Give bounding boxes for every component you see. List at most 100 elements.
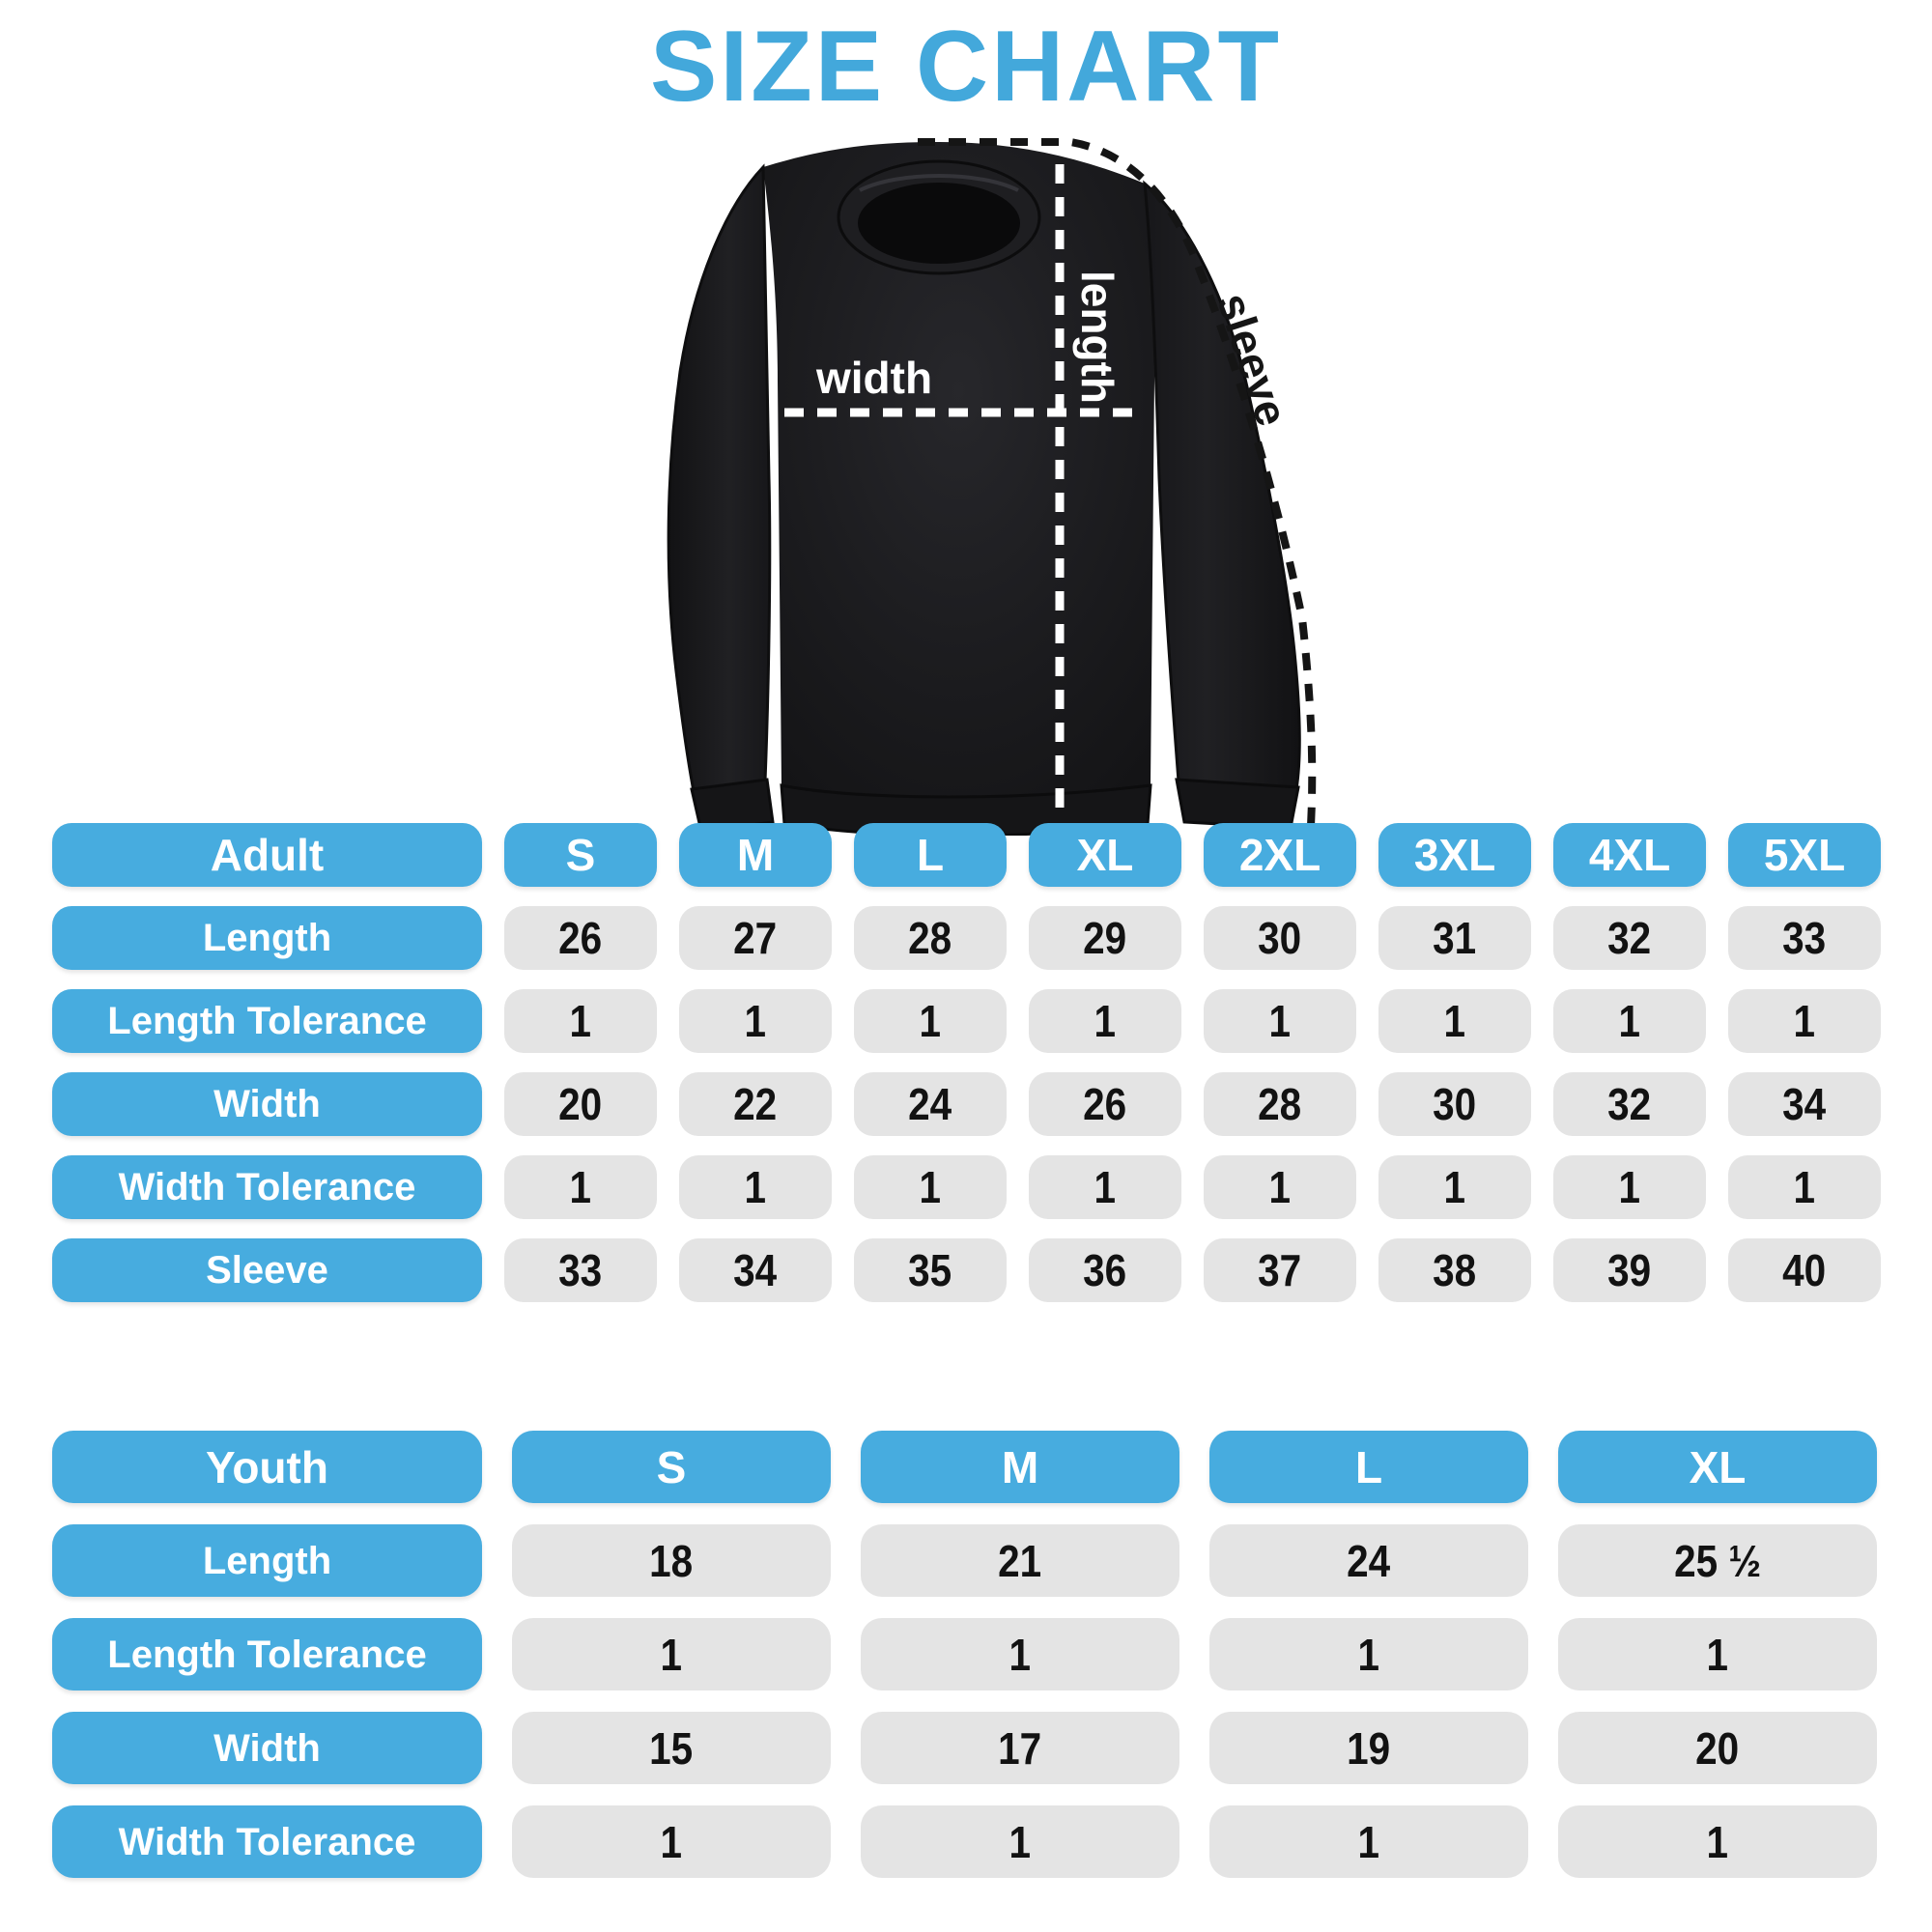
sweatshirt-diagram: width length sleeve — [444, 92, 1449, 836]
measurement-cell: 1 — [512, 1805, 831, 1878]
table-corner-header: Adult — [52, 823, 482, 887]
measurement-value: 1 — [919, 1162, 942, 1212]
measurement-value: 20 — [558, 1079, 603, 1129]
measurement-value: 33 — [1782, 913, 1827, 963]
measurement-cell: 19 — [1209, 1712, 1528, 1784]
length-measure-label: length — [1072, 270, 1122, 404]
sweatshirt-collar-opening — [858, 183, 1020, 264]
measurement-cell: 1 — [861, 1805, 1179, 1878]
measurement-value: 1 — [1268, 1162, 1292, 1212]
measurement-cell: 18 — [512, 1524, 831, 1597]
measurement-value: 1 — [1706, 1629, 1729, 1680]
measurement-cell: 33 — [504, 1238, 657, 1302]
measurement-value: 1 — [1618, 1162, 1641, 1212]
measurement-cell: 31 — [1378, 906, 1531, 970]
measurement-value: 20 — [1695, 1722, 1740, 1774]
measurement-cell: 1 — [1029, 989, 1181, 1053]
measurement-cell: 1 — [504, 989, 657, 1053]
measurement-value: 1 — [1618, 996, 1641, 1046]
measurement-value: 24 — [908, 1079, 952, 1129]
measurement-value: 1 — [744, 996, 767, 1046]
measurement-value: 24 — [1347, 1535, 1391, 1586]
measurement-cell: 36 — [1029, 1238, 1181, 1302]
measurement-cell: 29 — [1029, 906, 1181, 970]
measurement-value: 27 — [733, 913, 778, 963]
measurement-value: 19 — [1347, 1722, 1391, 1774]
size-column-header: XL — [1558, 1431, 1877, 1503]
measurement-cell: 1 — [1553, 989, 1706, 1053]
measurement-cell: 21 — [861, 1524, 1179, 1597]
measurement-value: 17 — [998, 1722, 1042, 1774]
measurement-value: 29 — [1083, 913, 1127, 963]
size-column-header: M — [861, 1431, 1179, 1503]
measurement-cell: 1 — [1553, 1155, 1706, 1219]
measurement-cell: 28 — [1204, 1072, 1356, 1136]
page-title: SIZE CHART — [650, 11, 1282, 123]
sweatshirt-illustration: width length sleeve — [667, 138, 1317, 836]
measurement-cell: 1 — [1728, 989, 1881, 1053]
size-column-header: M — [679, 823, 832, 887]
measurement-value: 1 — [569, 996, 592, 1046]
size-column-header: 5XL — [1728, 823, 1881, 887]
row-label: Length Tolerance — [52, 1618, 482, 1690]
measurement-value: 28 — [1258, 1079, 1302, 1129]
measurement-value: 21 — [998, 1535, 1042, 1586]
measurement-cell: 22 — [679, 1072, 832, 1136]
measurement-cell: 1 — [1204, 1155, 1356, 1219]
measurement-cell: 1 — [1209, 1805, 1528, 1878]
measurement-cell: 38 — [1378, 1238, 1531, 1302]
measurement-value: 30 — [1433, 1079, 1477, 1129]
size-column-header: 4XL — [1553, 823, 1706, 887]
measurement-cell: 1 — [1378, 989, 1531, 1053]
adult-size-table: Adult S M L XL 2XL 3XL 4XL 5XL Length 26 27 28 29 30 31… — [52, 823, 1881, 1302]
measurement-cell: 1 — [1728, 1155, 1881, 1219]
measurement-cell: 39 — [1553, 1238, 1706, 1302]
row-label: Width Tolerance — [52, 1155, 482, 1219]
measurement-value: 22 — [733, 1079, 778, 1129]
sweatshirt-collar-highlight — [859, 174, 1019, 192]
measurement-cell: 1 — [512, 1618, 831, 1690]
row-label: Width Tolerance — [52, 1805, 482, 1878]
measurement-value: 32 — [1607, 1079, 1652, 1129]
measurement-cell: 37 — [1204, 1238, 1356, 1302]
measurement-cell: 1 — [1378, 1155, 1531, 1219]
measurement-value: 1 — [1094, 1162, 1117, 1212]
measurement-value: 18 — [649, 1535, 694, 1586]
measurement-cell: 20 — [504, 1072, 657, 1136]
measurement-value: 1 — [744, 1162, 767, 1212]
size-column-header: S — [512, 1431, 831, 1503]
measurement-value: 38 — [1433, 1245, 1477, 1295]
measurement-value: 1 — [660, 1629, 683, 1680]
youth-size-table: Youth S M L XL Length 18 21 24 25 ½ Length Toleran… — [52, 1431, 1877, 1878]
row-label: Length Tolerance — [52, 989, 482, 1053]
sweatshirt-right-sleeve — [1143, 180, 1301, 791]
sweatshirt-left-cuff — [690, 778, 775, 834]
measurement-cell: 34 — [679, 1238, 832, 1302]
sweatshirt-left-sleeve — [667, 163, 772, 793]
measurement-cell: 15 — [512, 1712, 831, 1784]
size-column-header: XL — [1029, 823, 1181, 887]
row-label: Width — [52, 1072, 482, 1136]
width-measure-label: width — [815, 353, 932, 403]
measurement-value: 1 — [919, 996, 942, 1046]
measurement-value: 33 — [558, 1245, 603, 1295]
measurement-cell: 30 — [1204, 906, 1356, 970]
measurement-value: 39 — [1607, 1245, 1652, 1295]
measurement-value: 1 — [569, 1162, 592, 1212]
measurement-value: 36 — [1083, 1245, 1127, 1295]
measurement-value: 1 — [1357, 1816, 1380, 1867]
measurement-cell: 33 — [1728, 906, 1881, 970]
measurement-cell: 35 — [854, 1238, 1007, 1302]
measurement-value: 26 — [558, 913, 603, 963]
measurement-value: 1 — [1094, 996, 1117, 1046]
measurement-value: 37 — [1258, 1245, 1302, 1295]
measurement-value: 1 — [1443, 996, 1466, 1046]
measurement-value: 1 — [660, 1816, 683, 1867]
measurement-cell: 1 — [1558, 1618, 1877, 1690]
row-label: Width — [52, 1712, 482, 1784]
sweatshirt-right-cuff — [1175, 778, 1300, 830]
measurement-cell: 24 — [1209, 1524, 1528, 1597]
measurement-cell: 20 — [1558, 1712, 1877, 1784]
measurement-value: 34 — [733, 1245, 778, 1295]
